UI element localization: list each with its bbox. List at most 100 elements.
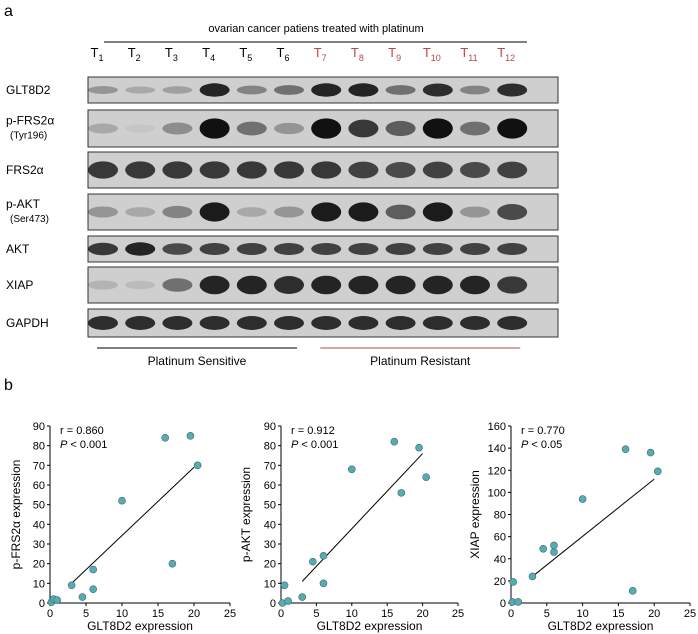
blot-band [274,276,304,294]
lane-label: T8 [351,45,364,63]
blot-band [385,161,416,179]
lane-label: T3 [165,45,178,63]
x-tick-label: 5 [313,608,319,620]
lane-number: 9 [396,53,401,63]
blot-band [460,85,490,95]
lane-letter: T [497,45,505,60]
row-site: (Tyr196) [10,131,47,142]
point [67,581,76,590]
y-tick-label: 50 [33,500,45,512]
x-tick-label: 5 [544,608,550,620]
blot-band [125,124,156,133]
blot-band [125,242,156,256]
blot-band [348,161,379,179]
lane-letter: T [460,45,468,60]
blot-band [422,161,453,179]
x-tick-label: 20 [416,608,428,620]
blot-band [236,275,267,295]
y-tick-label: 90 [264,421,276,433]
point [89,585,97,594]
lane-letter: T [351,45,359,60]
blot-band [88,280,118,290]
x-tick-label: 15 [381,608,393,620]
y-axis-label: p-AKT expression [239,467,253,562]
y-tick-label: 30 [33,539,45,551]
trend-line [532,478,655,577]
blot-band [274,122,304,135]
blot-band [460,275,490,295]
point [397,489,406,497]
y-tick-label: 140 [488,443,506,455]
x-tick-label: 15 [152,608,164,620]
point [319,551,328,560]
point [422,473,430,481]
point [78,593,87,601]
blot-band [88,86,118,94]
group-label: Platinum Sensitive [148,354,247,368]
point [118,496,126,505]
x-tick-label: 25 [224,608,236,620]
point [186,432,195,440]
blot-band [236,242,267,256]
lane-letter: T [202,45,210,60]
lane-letter: T [314,45,322,60]
y-tick-label: 160 [488,421,506,433]
blot-band [311,161,342,179]
y-tick-label: 70 [264,460,276,472]
r-annotation: r = 0.912 [291,425,335,437]
p-text: < 0.05 [531,439,562,451]
blot-band [162,278,193,292]
lane-number: 12 [505,53,515,63]
blot-band [162,316,193,330]
blot-band [125,207,156,217]
lane-label: T6 [277,45,290,63]
row-label: p-AKT [6,197,41,211]
lane-letter: T [91,45,99,60]
x-tick-label: 5 [83,608,89,620]
blot-band [348,316,379,330]
y-tick-label: 10 [264,578,276,590]
x-tick-label: 0 [47,608,53,620]
blot-band [385,120,416,137]
point [550,548,558,556]
group-label: Platinum Resistant [370,354,471,368]
y-tick-label: 80 [33,441,45,453]
x-tick-label: 10 [576,608,588,620]
blot-band [162,86,193,94]
y-tick-label: 80 [494,510,506,522]
point [578,495,587,503]
y-tick-label: 30 [264,539,276,551]
row-label: FRS2α [6,163,44,177]
x-tick-label: 20 [188,608,200,620]
blot-band [497,161,528,179]
blot-band [199,161,230,179]
blot-band [497,83,528,97]
blot-band [125,161,156,179]
point [528,572,537,581]
blot-band [311,118,342,139]
blot-band [88,316,118,330]
blot-band [125,316,156,330]
blot-band [422,83,453,97]
blot-band [422,202,453,222]
y-tick-label: 100 [488,487,506,499]
x-tick-label: 10 [346,608,358,620]
y-tick-label: 40 [494,554,506,566]
blot-band [460,316,490,330]
y-tick-label: 40 [33,519,45,531]
blot-band [422,275,453,295]
panel-label: a [4,3,13,20]
y-axis-label: p-FRS2α expression [9,460,23,570]
point [319,579,328,588]
blot-band [88,242,118,256]
lane-letter: T [165,45,173,60]
blot-band [497,118,528,139]
blot-band [497,276,528,294]
blot-band [385,242,416,256]
blot-band [199,242,230,256]
lane-number: 8 [359,53,364,63]
blot-band [88,206,118,218]
x-tick-label: 20 [648,608,660,620]
point [390,437,399,446]
lane-label: T12 [497,45,515,63]
